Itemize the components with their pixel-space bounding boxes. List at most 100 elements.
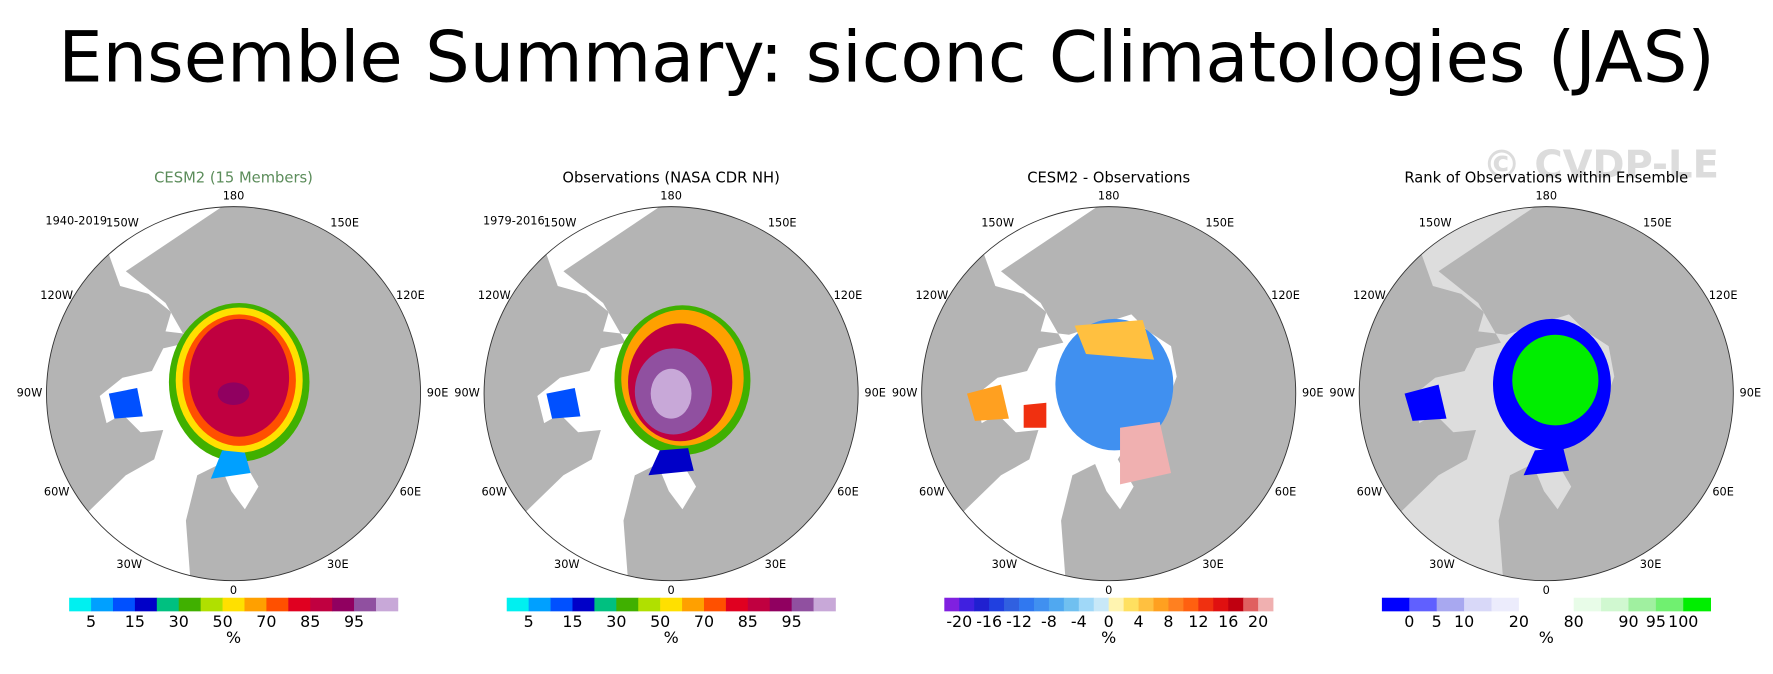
colorbar-box (506, 597, 529, 612)
colorbar-box (1213, 597, 1229, 612)
longitude-label: 90W (892, 386, 918, 400)
longitude-label: 30E (1202, 557, 1224, 571)
colorbar-box (682, 597, 705, 612)
longitude-label: 120W (478, 288, 511, 302)
colorbar-box (1601, 597, 1629, 612)
colorbar-box (1655, 597, 1684, 612)
colorbar-box (1048, 597, 1065, 612)
longitude-label: 150W (1419, 216, 1452, 230)
colorbar-box (1108, 597, 1124, 612)
colorbar-box (660, 597, 683, 612)
colorbar-box (959, 597, 975, 612)
colorbar-label: 0 (1104, 612, 1114, 631)
colorbar-box (244, 597, 267, 612)
colorbar-label: 30 (606, 612, 626, 631)
colorbar-box (266, 597, 289, 612)
colorbar-box (69, 597, 92, 612)
colorbar-box (1464, 597, 1492, 612)
longitude-label: 120E (1709, 288, 1738, 302)
colorbar-label: 85 (300, 612, 320, 631)
colorbar-box (1078, 597, 1095, 612)
longitude-label: 60W (919, 484, 945, 498)
colorbar-label: -20 (946, 612, 972, 631)
polar-map (1358, 206, 1734, 582)
colorbar-box (156, 597, 180, 612)
longitude-label: 30W (1429, 557, 1455, 571)
colorbar-label: 5 (86, 612, 96, 631)
colorbar-box (1153, 597, 1169, 612)
colorbar-box (638, 597, 661, 612)
longitude-label: 150E (1205, 216, 1234, 230)
longitude-label: 0 (230, 583, 237, 597)
longitude-label: 90E (864, 386, 886, 400)
colorbar-label: 5 (1432, 612, 1442, 631)
colorbar-box (594, 597, 617, 612)
colorbar-label: 0 (1404, 612, 1414, 631)
colorbar-box (222, 597, 245, 612)
period-label: 1940-2019 (45, 213, 107, 227)
longitude-label: 30E (327, 557, 349, 571)
colorbar-label: 4 (1134, 612, 1144, 631)
colorbar-box (178, 597, 201, 612)
colorbar-units: % (1539, 628, 1554, 647)
colorbar-box (1123, 597, 1139, 612)
colorbar-label: 50 (650, 612, 670, 631)
longitude-label: 150W (106, 216, 139, 230)
colorbar-box (1546, 597, 1575, 612)
colorbar-box (1228, 597, 1244, 612)
panel-title: CESM2 (15 Members) (154, 169, 313, 186)
longitude-label: 90E (1740, 386, 1762, 400)
colorbar-label: 15 (562, 612, 582, 631)
colorbar-box (572, 597, 595, 612)
colorbar-box (1004, 597, 1020, 612)
colorbar-box (616, 597, 639, 612)
longitude-label: 120W (1353, 288, 1386, 302)
colorbar-box (1093, 597, 1110, 612)
colorbar-box (134, 597, 158, 612)
polar-map (921, 206, 1297, 582)
polar-map (46, 206, 422, 582)
longitude-label: 60E (400, 484, 422, 498)
panel-title: Observations (NASA CDR NH) (562, 169, 779, 186)
colorbar-label: 15 (125, 612, 145, 631)
longitude-label: 90W (17, 386, 43, 400)
colorbar-box (791, 597, 814, 612)
colorbar-box (1198, 597, 1214, 612)
map-border (483, 206, 859, 582)
figure-title: Ensemble Summary: siconc Climatologies (… (58, 17, 1715, 99)
colorbar-box (375, 597, 399, 612)
colorbar-label: 100 (1668, 612, 1698, 631)
colorbar-label: 10 (1454, 612, 1474, 631)
colorbar-box (1019, 597, 1035, 612)
colorbar-label: 70 (256, 612, 276, 631)
colorbar-label: 90 (1618, 612, 1638, 631)
colorbar-box (747, 597, 771, 612)
panel: Observations (NASA CDR NH) 1979-2016 180 15… (454, 169, 886, 647)
panel: CESM2 (15 Members) 1940-2019 180 150E 120E 90… (17, 169, 449, 647)
longitude-label: 90W (1329, 386, 1355, 400)
colorbar-units: % (1101, 628, 1116, 647)
longitude-label: 60E (837, 484, 859, 498)
longitude-label: 150W (544, 216, 577, 230)
colorbar-label: 85 (738, 612, 758, 631)
longitude-label: 120E (396, 288, 425, 302)
colorbar-box (1436, 597, 1465, 612)
longitude-label: 150E (330, 216, 359, 230)
longitude-label: 30E (765, 557, 787, 571)
colorbar-box (725, 597, 749, 612)
panel-title: CESM2 - Observations (1027, 169, 1190, 186)
colorbar-box (354, 597, 377, 612)
colorbar-box (989, 597, 1005, 612)
colorbar-box (528, 597, 551, 612)
longitude-label: 60W (1357, 484, 1383, 498)
longitude-label: 180 (223, 188, 245, 202)
colorbar-box (200, 597, 223, 612)
colorbar-label: 50 (212, 612, 232, 631)
longitude-label: 60E (1275, 484, 1297, 498)
colorbar-label: -12 (1006, 612, 1032, 631)
colorbar-box (112, 597, 136, 612)
colorbar-box (91, 597, 114, 612)
colorbar-label: 20 (1509, 612, 1529, 631)
colorbar-label: 30 (169, 612, 189, 631)
